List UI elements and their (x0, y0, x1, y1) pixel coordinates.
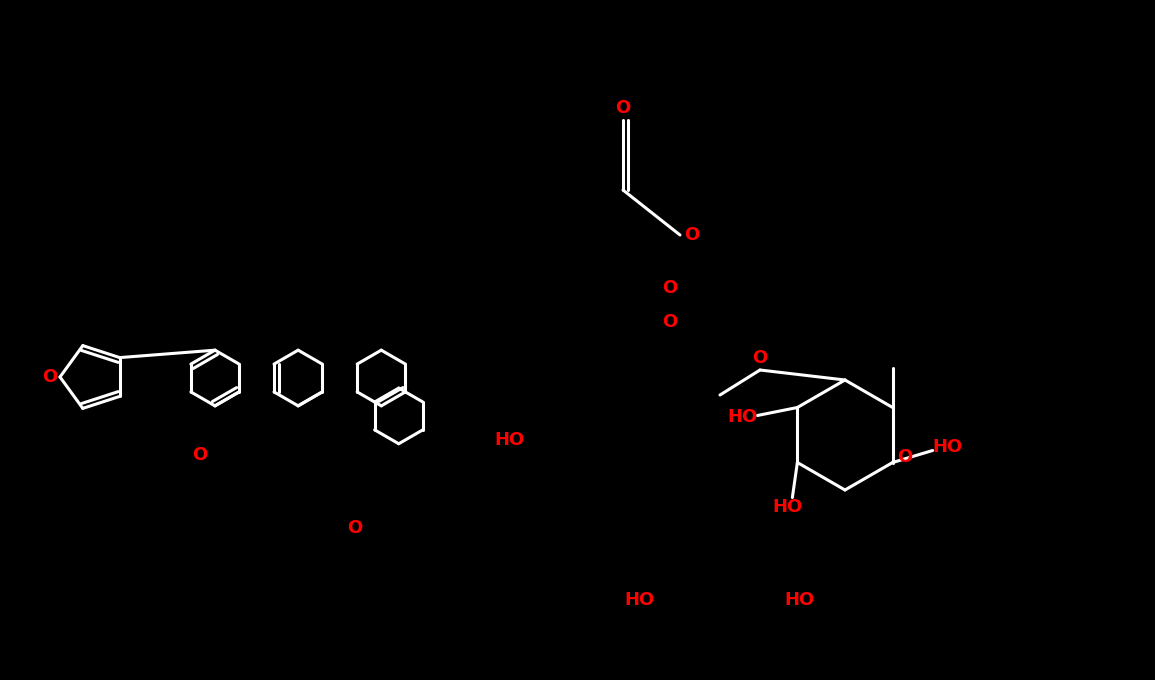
Text: O: O (662, 279, 678, 297)
Text: HO: HO (785, 591, 815, 609)
Text: O: O (43, 368, 58, 386)
Text: HO: HO (625, 591, 655, 609)
Text: O: O (662, 313, 678, 331)
Text: O: O (897, 449, 912, 466)
Text: O: O (752, 349, 768, 367)
Text: HO: HO (728, 409, 758, 426)
Text: O: O (348, 519, 363, 537)
Text: HO: HO (494, 431, 526, 449)
Text: O: O (193, 446, 208, 464)
Text: O: O (616, 99, 631, 117)
Text: O: O (685, 226, 700, 244)
Text: HO: HO (773, 498, 803, 517)
Text: HO: HO (932, 439, 963, 456)
